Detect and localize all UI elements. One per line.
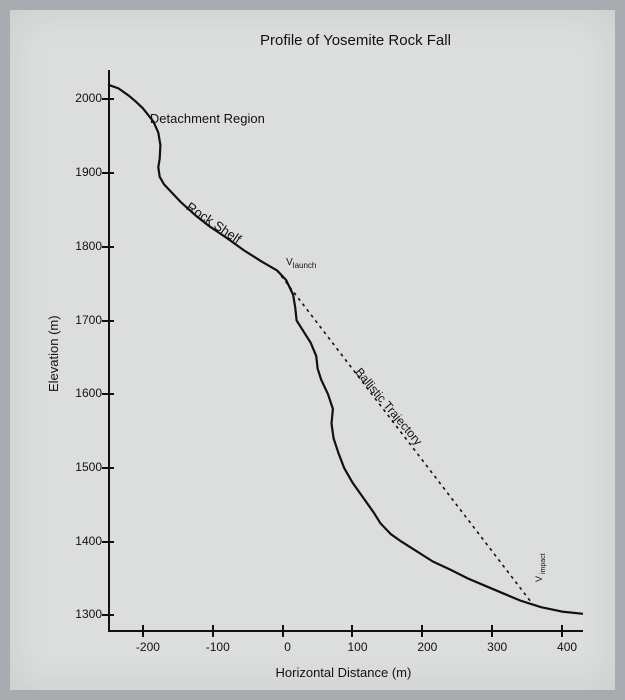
y-axis-title: Elevation (m)	[46, 315, 61, 392]
x-tick-label: 400	[547, 640, 587, 654]
x-tick-label: -100	[198, 640, 238, 654]
y-tick-label: 2000	[62, 91, 102, 105]
x-tick	[351, 625, 353, 637]
y-tick	[102, 246, 114, 248]
x-tick	[491, 625, 493, 637]
y-tick	[102, 393, 114, 395]
x-tick	[561, 625, 563, 637]
annotation-detachment: Detachment Region	[150, 111, 265, 126]
annotation-v_launch: Vlaunch	[286, 257, 316, 270]
rock-profile-line	[108, 85, 583, 614]
y-tick	[102, 467, 114, 469]
x-tick-label: 200	[407, 640, 447, 654]
y-tick	[102, 98, 114, 100]
x-tick	[212, 625, 214, 637]
y-axis-line	[108, 70, 110, 630]
x-axis-line	[108, 630, 583, 632]
y-tick	[102, 541, 114, 543]
x-tick-label: 0	[268, 640, 308, 654]
y-tick	[102, 320, 114, 322]
chart-title: Profile of Yosemite Rock Fall	[260, 32, 451, 49]
y-tick-label: 1800	[62, 239, 102, 253]
plot-area	[108, 70, 583, 630]
y-tick	[102, 172, 114, 174]
y-tick-label: 1500	[62, 460, 102, 474]
annotation-v_impact: V impact	[534, 554, 547, 583]
x-tick	[142, 625, 144, 637]
x-tick-label: 100	[337, 640, 377, 654]
x-tick	[282, 625, 284, 637]
x-tick-label: -200	[128, 640, 168, 654]
y-tick-label: 1900	[62, 165, 102, 179]
chart-paper: Profile of Yosemite Rock Fall Horizontal…	[10, 10, 615, 690]
y-tick-label: 1400	[62, 534, 102, 548]
x-tick-label: 300	[477, 640, 517, 654]
chart-svg	[108, 70, 583, 630]
x-tick	[421, 625, 423, 637]
x-axis-title: Horizontal Distance (m)	[276, 665, 412, 680]
y-tick-label: 1300	[62, 607, 102, 621]
y-tick-label: 1600	[62, 386, 102, 400]
y-tick	[102, 614, 114, 616]
y-tick-label: 1700	[62, 313, 102, 327]
